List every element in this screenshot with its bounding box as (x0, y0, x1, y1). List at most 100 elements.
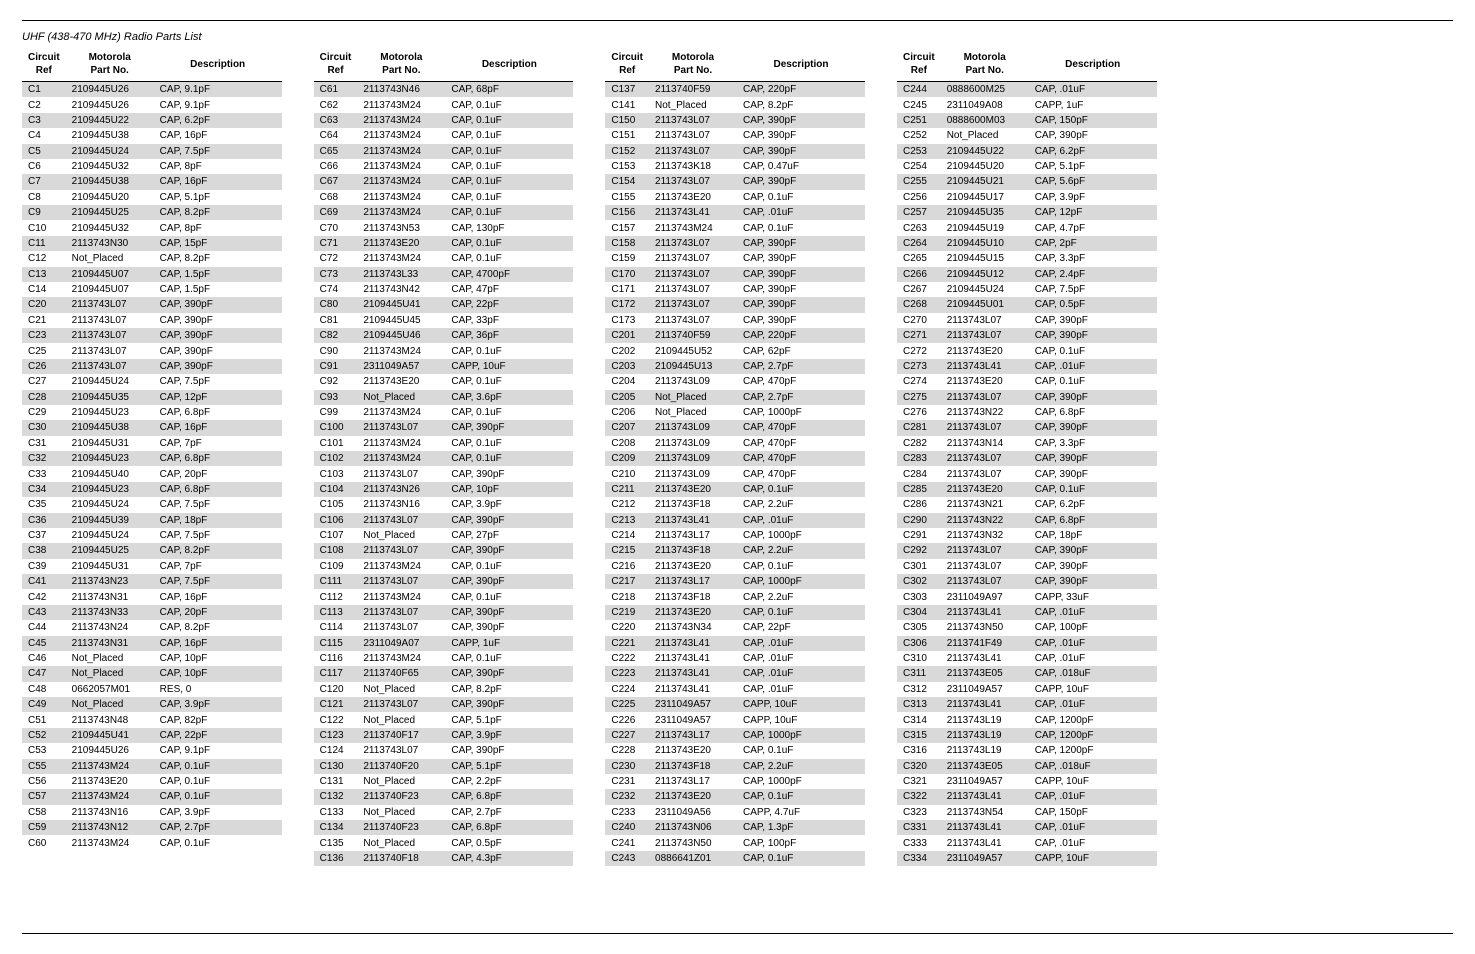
cell-part-number: 2113743E20 (649, 190, 737, 205)
cell-description: CAPP, 10uF (737, 712, 865, 727)
table-row: C2302113743F18CAP, 2.2uF (605, 759, 865, 774)
cell-part-number: 2113743L41 (941, 605, 1029, 620)
cell-circuit-ref: C219 (605, 605, 649, 620)
table-row: C2552109445U21CAP, 5.6pF (897, 174, 1157, 189)
col-header-description: Description (1029, 49, 1157, 82)
cell-circuit-ref: C284 (897, 466, 941, 481)
cell-part-number: 2113743M24 (357, 97, 445, 112)
table-row: C912311049A57CAPP, 10uF (314, 359, 574, 374)
cell-part-number: 2113743M24 (66, 759, 154, 774)
cell-circuit-ref: C243 (605, 851, 649, 866)
cell-part-number: 0888600M25 (941, 82, 1029, 98)
table-row: C1572113743M24CAP, 0.1uF (605, 220, 865, 235)
cell-part-number: 2113743L07 (66, 359, 154, 374)
cell-description: CAP, 5.6pF (1029, 174, 1157, 189)
table-row: C3162113743L19CAP, 1200pF (897, 743, 1157, 758)
table-row: C2440888600M25CAP, .01uF (897, 82, 1157, 98)
cell-description: CAP, 390pF (1029, 313, 1157, 328)
cell-circuit-ref: C107 (314, 528, 358, 543)
cell-part-number: 2113743L41 (649, 651, 737, 666)
cell-circuit-ref: C253 (897, 144, 941, 159)
cell-part-number: 2113743N06 (649, 820, 737, 835)
cell-part-number: 2109445U26 (66, 82, 154, 98)
cell-part-number: 2113743L07 (357, 574, 445, 589)
cell-description: CAP, 150pF (1029, 805, 1157, 820)
table-row: C2842113743L07CAP, 390pF (897, 466, 1157, 481)
cell-circuit-ref: C57 (22, 789, 66, 804)
table-row: C1552113743E20CAP, 0.1uF (605, 190, 865, 205)
table-row: C2402113743N06CAP, 1.3pF (605, 820, 865, 835)
cell-circuit-ref: C11 (22, 236, 66, 251)
cell-description: CAP, .01uF (1029, 697, 1157, 712)
cell-circuit-ref: C306 (897, 636, 941, 651)
cell-description: CAP, 0.1uF (445, 144, 573, 159)
cell-circuit-ref: C12 (22, 251, 66, 266)
table-row: C3232113743N54CAP, 150pF (897, 805, 1157, 820)
table-row: C1532113743K18CAP, 0.47uF (605, 159, 865, 174)
cell-part-number: 2113740F65 (357, 666, 445, 681)
cell-part-number: 2113743F18 (649, 759, 737, 774)
cell-part-number: 2109445U35 (941, 205, 1029, 220)
table-row: C642113743M24CAP, 0.1uF (314, 128, 574, 143)
cell-part-number: 2113743L07 (941, 313, 1029, 328)
table-row: C1042113743N26CAP, 10pF (314, 482, 574, 497)
table-row: C2510888600M03CAP, 150pF (897, 113, 1157, 128)
cell-part-number: 2109445U19 (941, 220, 1029, 235)
table-row: C2022109445U52CAP, 62pF (605, 343, 865, 358)
cell-description: CAPP, 1uF (445, 636, 573, 651)
cell-part-number: 2113743E05 (941, 759, 1029, 774)
cell-part-number: Not_Placed (357, 390, 445, 405)
cell-part-number: 2113743N54 (941, 805, 1029, 820)
cell-description: CAPP, 4.7uF (737, 805, 865, 820)
cell-circuit-ref: C331 (897, 820, 941, 835)
cell-part-number: 2109445U26 (66, 743, 154, 758)
cell-circuit-ref: C111 (314, 574, 358, 589)
cell-circuit-ref: C37 (22, 528, 66, 543)
table-header-row: CircuitRefMotorolaPart No.Description (897, 49, 1157, 82)
cell-circuit-ref: C225 (605, 697, 649, 712)
cell-part-number: 2113743M24 (357, 159, 445, 174)
cell-circuit-ref: C251 (897, 113, 941, 128)
cell-description: CAP, 390pF (737, 128, 865, 143)
cell-part-number: 2113743N14 (941, 436, 1029, 451)
cell-part-number: Not_Placed (66, 651, 154, 666)
cell-circuit-ref: C233 (605, 805, 649, 820)
col-header-description: Description (737, 49, 865, 82)
cell-circuit-ref: C41 (22, 574, 66, 589)
parts-column: CircuitRefMotorolaPart No.DescriptionC61… (314, 49, 574, 866)
cell-description: CAP, 9.1pF (154, 743, 282, 758)
cell-part-number: 2113743M24 (66, 789, 154, 804)
table-row: C2112113743E20CAP, 0.1uF (605, 482, 865, 497)
cell-part-number: 2113743E05 (941, 666, 1029, 681)
cell-part-number: 2113740F18 (357, 851, 445, 866)
cell-part-number: 2113743M24 (357, 651, 445, 666)
cell-description: CAP, 82pF (154, 712, 282, 727)
cell-part-number: 2109445U38 (66, 174, 154, 189)
table-row: C512113743N48CAP, 82pF (22, 712, 282, 727)
table-row: C1232113740F17CAP, 3.9pF (314, 728, 574, 743)
cell-circuit-ref: C285 (897, 482, 941, 497)
table-row: C102109445U32CAP, 8pF (22, 220, 282, 235)
cell-part-number: 2113743M24 (66, 835, 154, 850)
table-row: C802109445U41CAP, 22pF (314, 297, 574, 312)
cell-part-number: 2109445U38 (66, 128, 154, 143)
cell-circuit-ref: C212 (605, 497, 649, 512)
table-row: C332109445U40CAP, 20pF (22, 466, 282, 481)
cell-description: CAP, 390pF (445, 466, 573, 481)
cell-description: CAP, 16pF (154, 420, 282, 435)
cell-part-number: 2113743N24 (66, 620, 154, 635)
cell-description: CAP, .01uF (737, 651, 865, 666)
table-row: C352109445U24CAP, 7.5pF (22, 497, 282, 512)
table-row: C562113743E20CAP, 0.1uF (22, 774, 282, 789)
cell-description: CAP, 7.5pF (154, 528, 282, 543)
cell-part-number: 2113743M24 (357, 113, 445, 128)
cell-part-number: 2113743L41 (649, 636, 737, 651)
cell-description: CAP, 390pF (154, 359, 282, 374)
table-row: C712113743E20CAP, 0.1uF (314, 236, 574, 251)
cell-description: CAP, 6.8pF (1029, 405, 1157, 420)
cell-circuit-ref: C291 (897, 528, 941, 543)
cell-circuit-ref: C56 (22, 774, 66, 789)
table-row: C2912113743N32CAP, 18pF (897, 528, 1157, 543)
table-row: C1032113743L07CAP, 390pF (314, 466, 574, 481)
cell-circuit-ref: C313 (897, 697, 941, 712)
